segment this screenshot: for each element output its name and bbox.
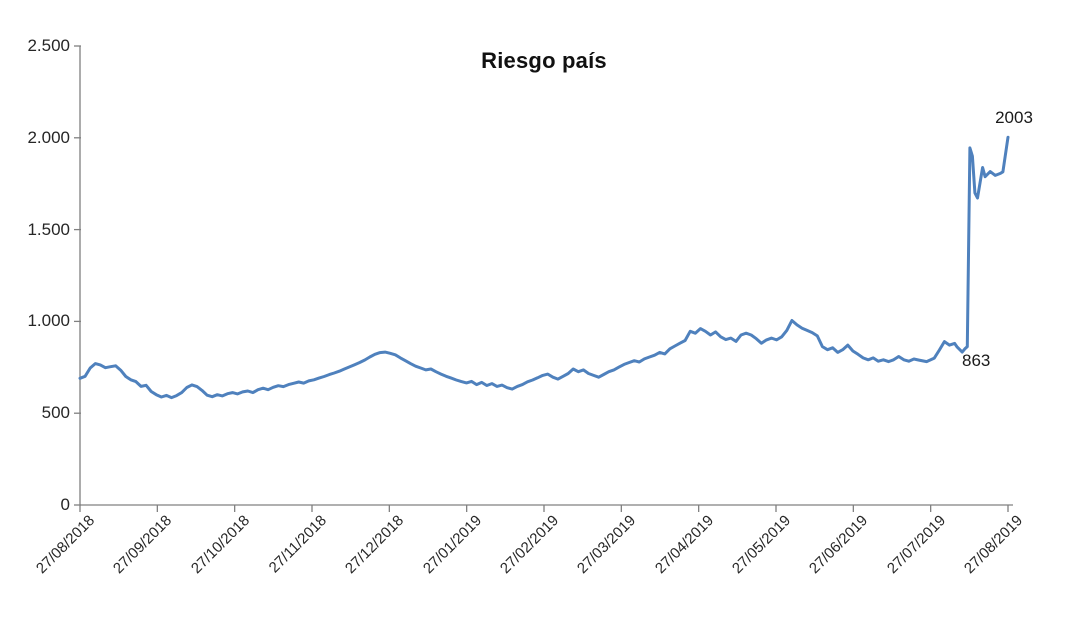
data-label-pre-spike-value: 863 xyxy=(962,351,991,370)
data-label-last-value: 2003 xyxy=(995,108,1033,127)
chart-title: Riesgo país xyxy=(481,48,607,73)
y-tick-label: 500 xyxy=(41,403,70,422)
y-tick-label: 1.500 xyxy=(27,220,70,239)
series-line-riesgo-pais xyxy=(78,135,1010,400)
y-tick-label: 2.000 xyxy=(27,128,70,147)
y-tick-label: 1.000 xyxy=(27,311,70,330)
y-tick-label: 2.500 xyxy=(27,36,70,55)
y-tick-label: 0 xyxy=(60,495,70,514)
